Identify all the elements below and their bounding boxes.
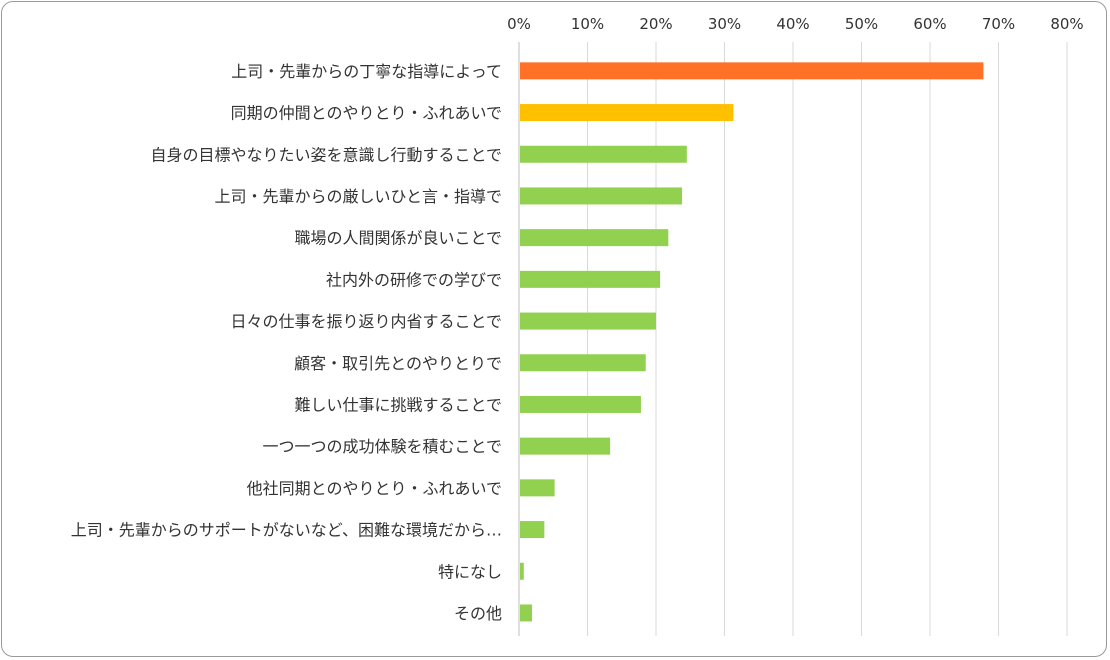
x-tick-label: 70% xyxy=(982,15,1015,33)
x-tick-label: 80% xyxy=(1050,15,1083,33)
category-label: 日々の仕事を振り返り内省することで xyxy=(230,312,502,331)
bar xyxy=(520,270,661,288)
bar xyxy=(520,521,545,539)
bar xyxy=(520,229,669,247)
category-label: その他 xyxy=(454,604,502,623)
bar xyxy=(520,479,555,497)
x-tick-label: 60% xyxy=(913,15,946,33)
bar xyxy=(520,312,656,330)
x-tick-label: 50% xyxy=(845,15,878,33)
category-label: 上司・先輩からのサポートがないなど、困難な環境だから… xyxy=(71,521,502,540)
category-label: 他社同期とのやりとり・ふれあいで xyxy=(247,479,502,498)
x-tick-label: 40% xyxy=(776,15,809,33)
category-label: 顧客・取引先とのやりとりで xyxy=(294,354,502,373)
bar xyxy=(520,604,533,622)
category-label: 職場の人間関係が良いことで xyxy=(294,229,502,248)
bar xyxy=(520,437,611,455)
x-tick-label: 30% xyxy=(708,15,741,33)
category-label: 一つ一つの成功体験を積むことで xyxy=(262,437,502,456)
category-label: 社内外の研修での学びで xyxy=(326,270,502,289)
category-label: 同期の仲間とのやりとり・ふれあいで xyxy=(231,104,502,123)
bar xyxy=(520,145,687,163)
bar xyxy=(520,187,683,205)
bar xyxy=(520,562,524,580)
bar xyxy=(520,395,641,413)
bar xyxy=(520,354,646,372)
category-label: 自身の目標やなりたい姿を意識し行動することで xyxy=(150,145,502,164)
x-tick-label: 10% xyxy=(571,15,604,33)
bar xyxy=(520,104,734,122)
bar xyxy=(520,62,984,80)
x-tick-label: 20% xyxy=(639,15,672,33)
category-label: 上司・先輩からの厳しいひと言・指導で xyxy=(214,187,502,206)
category-label: 特になし xyxy=(438,562,502,581)
category-label: 上司・先輩からの丁寧な指導によって xyxy=(231,62,502,81)
x-tick-label: 0% xyxy=(507,15,531,33)
category-label: 難しい仕事に挑戦することで xyxy=(294,395,502,414)
